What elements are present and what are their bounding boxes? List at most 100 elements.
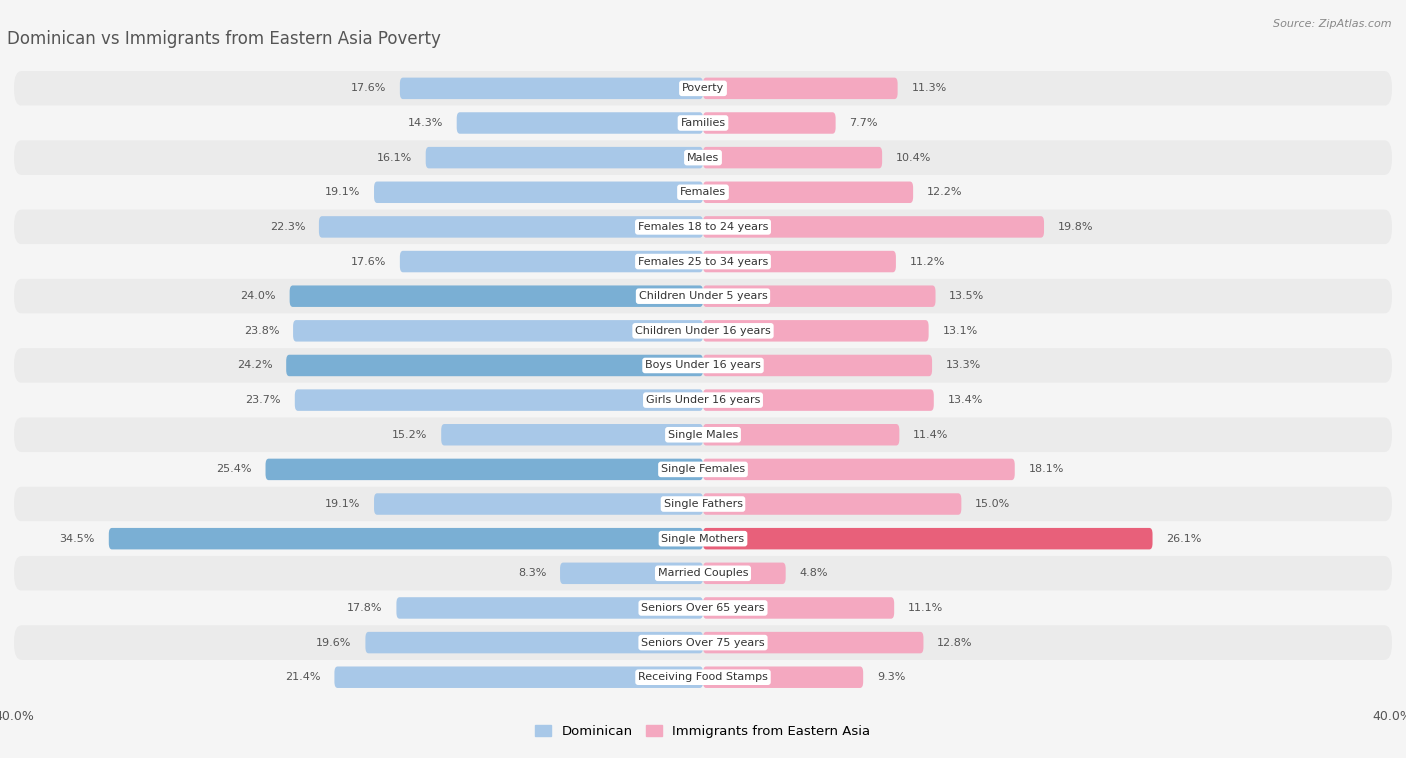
FancyBboxPatch shape [14, 383, 1392, 418]
Text: Poverty: Poverty [682, 83, 724, 93]
Text: 4.8%: 4.8% [800, 568, 828, 578]
FancyBboxPatch shape [396, 597, 703, 619]
Text: Males: Males [688, 152, 718, 163]
Text: Females 25 to 34 years: Females 25 to 34 years [638, 256, 768, 267]
Text: Families: Families [681, 118, 725, 128]
FancyBboxPatch shape [287, 355, 703, 376]
FancyBboxPatch shape [441, 424, 703, 446]
Text: 13.1%: 13.1% [942, 326, 977, 336]
FancyBboxPatch shape [703, 181, 912, 203]
FancyBboxPatch shape [703, 528, 1153, 550]
FancyBboxPatch shape [703, 112, 835, 133]
FancyBboxPatch shape [703, 286, 935, 307]
Text: 19.6%: 19.6% [316, 637, 352, 647]
Text: Married Couples: Married Couples [658, 568, 748, 578]
Text: 12.8%: 12.8% [938, 637, 973, 647]
Text: Single Males: Single Males [668, 430, 738, 440]
FancyBboxPatch shape [14, 210, 1392, 244]
Text: 11.2%: 11.2% [910, 256, 945, 267]
Text: Dominican vs Immigrants from Eastern Asia Poverty: Dominican vs Immigrants from Eastern Asi… [7, 30, 441, 48]
FancyBboxPatch shape [14, 660, 1392, 694]
Text: Seniors Over 65 years: Seniors Over 65 years [641, 603, 765, 613]
FancyBboxPatch shape [266, 459, 703, 480]
Text: 34.5%: 34.5% [59, 534, 96, 543]
Text: 25.4%: 25.4% [217, 465, 252, 475]
Text: Single Females: Single Females [661, 465, 745, 475]
Text: 19.1%: 19.1% [325, 499, 360, 509]
FancyBboxPatch shape [703, 251, 896, 272]
FancyBboxPatch shape [703, 493, 962, 515]
Legend: Dominican, Immigrants from Eastern Asia: Dominican, Immigrants from Eastern Asia [530, 720, 876, 744]
Text: Children Under 16 years: Children Under 16 years [636, 326, 770, 336]
Text: 19.1%: 19.1% [325, 187, 360, 197]
FancyBboxPatch shape [457, 112, 703, 133]
Text: 19.8%: 19.8% [1057, 222, 1094, 232]
Text: 22.3%: 22.3% [270, 222, 305, 232]
Text: Single Fathers: Single Fathers [664, 499, 742, 509]
Text: 18.1%: 18.1% [1029, 465, 1064, 475]
FancyBboxPatch shape [374, 181, 703, 203]
Text: 12.2%: 12.2% [927, 187, 962, 197]
Text: Single Mothers: Single Mothers [661, 534, 745, 543]
FancyBboxPatch shape [560, 562, 703, 584]
FancyBboxPatch shape [399, 77, 703, 99]
FancyBboxPatch shape [295, 390, 703, 411]
FancyBboxPatch shape [292, 320, 703, 342]
FancyBboxPatch shape [703, 390, 934, 411]
FancyBboxPatch shape [703, 666, 863, 688]
FancyBboxPatch shape [14, 418, 1392, 452]
FancyBboxPatch shape [366, 632, 703, 653]
Text: 10.4%: 10.4% [896, 152, 931, 163]
Text: 23.7%: 23.7% [246, 395, 281, 405]
FancyBboxPatch shape [14, 556, 1392, 590]
Text: 11.3%: 11.3% [911, 83, 946, 93]
FancyBboxPatch shape [703, 320, 928, 342]
Text: 15.2%: 15.2% [392, 430, 427, 440]
FancyBboxPatch shape [14, 452, 1392, 487]
FancyBboxPatch shape [14, 348, 1392, 383]
FancyBboxPatch shape [703, 459, 1015, 480]
Text: 14.3%: 14.3% [408, 118, 443, 128]
FancyBboxPatch shape [374, 493, 703, 515]
FancyBboxPatch shape [335, 666, 703, 688]
FancyBboxPatch shape [703, 77, 897, 99]
FancyBboxPatch shape [14, 625, 1392, 660]
Text: Females: Females [681, 187, 725, 197]
Text: 11.4%: 11.4% [912, 430, 949, 440]
Text: 7.7%: 7.7% [849, 118, 877, 128]
Text: 13.5%: 13.5% [949, 291, 984, 301]
FancyBboxPatch shape [703, 424, 900, 446]
Text: 21.4%: 21.4% [285, 672, 321, 682]
Text: Females 18 to 24 years: Females 18 to 24 years [638, 222, 768, 232]
FancyBboxPatch shape [14, 71, 1392, 105]
FancyBboxPatch shape [319, 216, 703, 238]
Text: 13.3%: 13.3% [946, 361, 981, 371]
Text: 9.3%: 9.3% [877, 672, 905, 682]
FancyBboxPatch shape [399, 251, 703, 272]
Text: 17.6%: 17.6% [350, 256, 387, 267]
Text: Girls Under 16 years: Girls Under 16 years [645, 395, 761, 405]
FancyBboxPatch shape [14, 175, 1392, 210]
Text: 13.4%: 13.4% [948, 395, 983, 405]
Text: 16.1%: 16.1% [377, 152, 412, 163]
Text: 24.0%: 24.0% [240, 291, 276, 301]
FancyBboxPatch shape [290, 286, 703, 307]
FancyBboxPatch shape [14, 105, 1392, 140]
Text: Seniors Over 75 years: Seniors Over 75 years [641, 637, 765, 647]
FancyBboxPatch shape [703, 597, 894, 619]
Text: 26.1%: 26.1% [1167, 534, 1202, 543]
FancyBboxPatch shape [703, 355, 932, 376]
FancyBboxPatch shape [14, 590, 1392, 625]
Text: 8.3%: 8.3% [517, 568, 547, 578]
Text: Children Under 5 years: Children Under 5 years [638, 291, 768, 301]
Text: Source: ZipAtlas.com: Source: ZipAtlas.com [1274, 19, 1392, 29]
Text: 17.6%: 17.6% [350, 83, 387, 93]
FancyBboxPatch shape [14, 314, 1392, 348]
FancyBboxPatch shape [14, 140, 1392, 175]
FancyBboxPatch shape [703, 216, 1045, 238]
Text: Receiving Food Stamps: Receiving Food Stamps [638, 672, 768, 682]
FancyBboxPatch shape [703, 632, 924, 653]
Text: 17.8%: 17.8% [347, 603, 382, 613]
FancyBboxPatch shape [108, 528, 703, 550]
FancyBboxPatch shape [14, 522, 1392, 556]
